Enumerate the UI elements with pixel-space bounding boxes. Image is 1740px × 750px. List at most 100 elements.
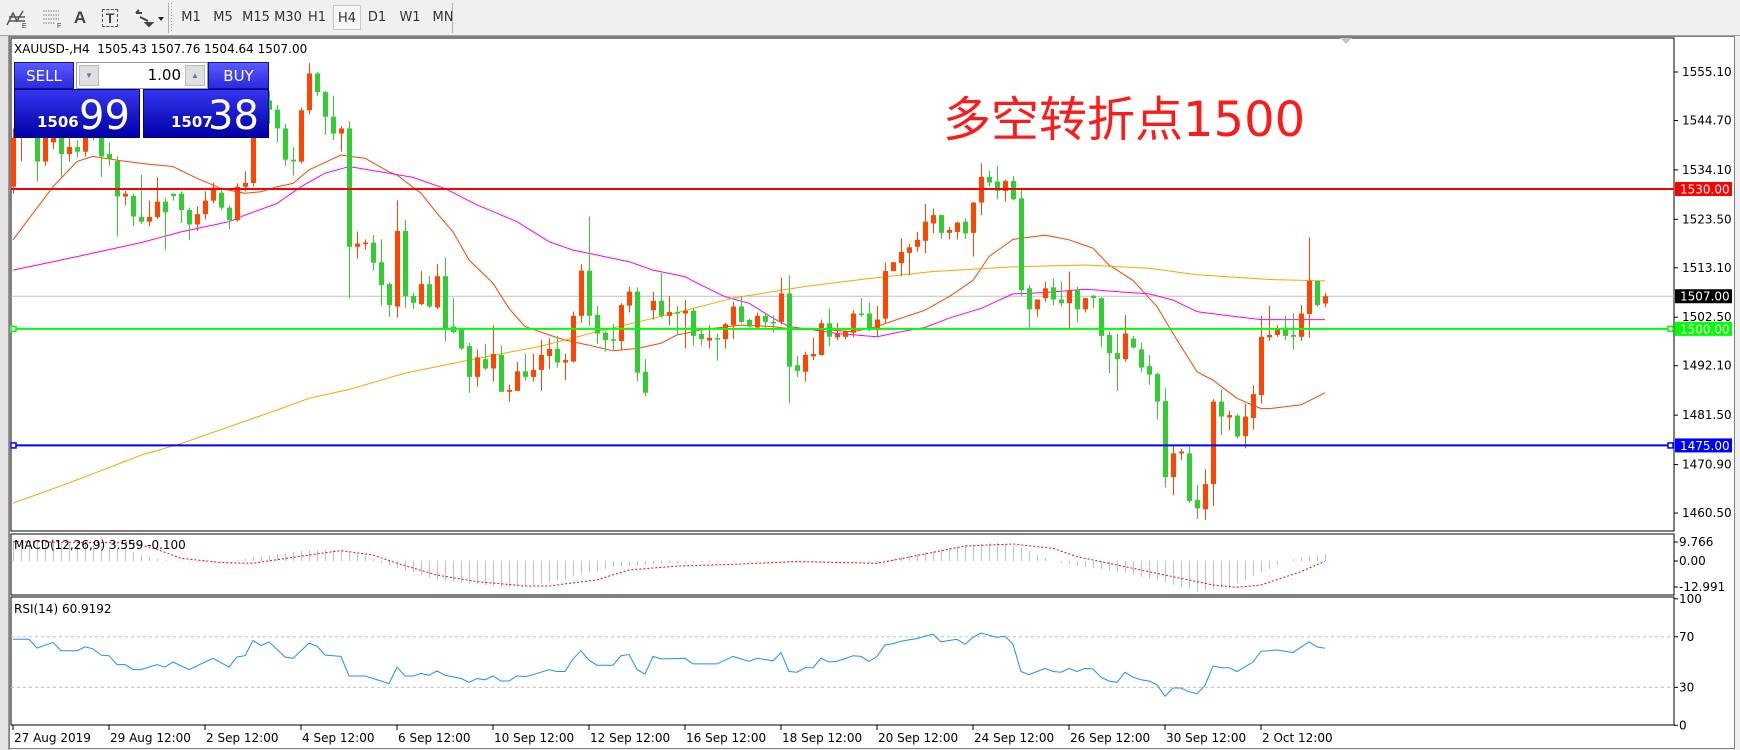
- candle-body: [891, 262, 896, 272]
- time-axis-label: 26 Sep 12:00: [1070, 731, 1150, 745]
- candle-body: [299, 110, 304, 162]
- candle-body: [523, 371, 528, 377]
- timeframe-h4[interactable]: H4: [333, 5, 361, 30]
- macd-pane: [10, 533, 1675, 596]
- candle-body: [219, 192, 224, 208]
- candle-body: [843, 331, 848, 337]
- chart-shift-marker[interactable]: [1340, 38, 1352, 44]
- candle-body: [331, 116, 336, 134]
- timeframe-m5[interactable]: M5: [213, 10, 233, 25]
- candle-body: [387, 284, 392, 306]
- candle-body: [539, 354, 544, 370]
- candle-body: [1227, 415, 1232, 418]
- buy-price-box[interactable]: 1507 38: [143, 89, 269, 139]
- candle-body: [1043, 288, 1048, 299]
- candle-body: [267, 100, 272, 110]
- candle-body: [803, 354, 808, 372]
- candle-body: [1203, 484, 1208, 510]
- candle-body: [619, 305, 624, 341]
- rsi-label: RSI(14) 60.9192: [14, 602, 112, 616]
- candle-body: [1307, 280, 1312, 314]
- timeframe-h1[interactable]: H1: [307, 10, 327, 25]
- candle-body: [1115, 353, 1120, 360]
- svg-text:F: F: [57, 23, 61, 29]
- candle-body: [587, 270, 592, 316]
- candle-body: [851, 313, 856, 333]
- sell-button[interactable]: SELL: [14, 62, 74, 89]
- candle-body: [563, 360, 568, 363]
- candle-body: [675, 312, 680, 314]
- fibonacci-fan-icon[interactable]: F: [39, 5, 65, 31]
- candle-body: [643, 371, 648, 393]
- candle-body: [1291, 334, 1296, 337]
- candle-body: [1267, 334, 1272, 338]
- candle-body: [1099, 298, 1104, 336]
- candle-body: [11, 137, 16, 187]
- timeframe-m30[interactable]: M30: [274, 10, 302, 25]
- candle-body: [1139, 349, 1144, 368]
- lot-size-input[interactable]: 1.00: [147, 66, 181, 84]
- rsi-line: [13, 632, 1326, 697]
- candle-body: [515, 371, 520, 391]
- candle-body: [715, 338, 720, 340]
- candle-body: [811, 354, 816, 357]
- buy-button[interactable]: BUY: [208, 62, 269, 89]
- candle-body: [1147, 366, 1152, 375]
- candle-body: [907, 247, 912, 253]
- candle-body: [67, 147, 72, 155]
- candle-body: [291, 159, 296, 162]
- candle-body: [1219, 401, 1224, 417]
- buy-price-prefix: 1507: [171, 113, 213, 131]
- candle-body: [1187, 453, 1192, 501]
- candle-body: [1195, 499, 1200, 509]
- time-axis-label: 18 Sep 12:00: [782, 731, 862, 745]
- level-handle[interactable]: [1667, 442, 1674, 449]
- time-axis-label: 4 Sep 12:00: [302, 731, 374, 745]
- price-axis-label: 1513.10: [1682, 261, 1732, 275]
- candle-body: [1051, 287, 1056, 300]
- moving-average-medium: [12, 166, 1325, 338]
- candle-body: [555, 348, 560, 363]
- level-price-label: 1530.00: [1680, 183, 1730, 197]
- candle-body: [235, 186, 240, 221]
- toolbar: E F A T M1 M5 M15 M30 H1 H4 D1 W1 MN: [0, 0, 1740, 36]
- timeframe-mn[interactable]: MN: [432, 10, 454, 25]
- price-axis-label: 1534.10: [1682, 163, 1732, 177]
- level-handle[interactable]: [10, 442, 17, 449]
- candle-body: [883, 271, 888, 319]
- arrows-icon[interactable]: [132, 5, 166, 31]
- timeframe-m15[interactable]: M15: [242, 10, 270, 25]
- main-pane: [10, 37, 1675, 532]
- moving-average-fast: [12, 154, 1326, 410]
- candle-body: [899, 251, 904, 264]
- candle-body: [379, 262, 384, 286]
- candle-body: [939, 215, 944, 233]
- candle-body: [859, 313, 864, 315]
- candle-body: [731, 306, 736, 326]
- candle-body: [875, 319, 880, 330]
- lot-increase-button[interactable]: ▲: [185, 65, 205, 86]
- text-label-icon[interactable]: T: [97, 5, 123, 31]
- text-icon[interactable]: A: [67, 5, 93, 31]
- candle-body: [1315, 280, 1320, 306]
- sell-price-box[interactable]: 1506 99: [14, 89, 140, 139]
- candle-body: [1003, 181, 1008, 191]
- candle-body: [963, 221, 968, 234]
- lot-decrease-button[interactable]: ▼: [79, 65, 99, 86]
- timeframe-w1[interactable]: W1: [399, 10, 421, 25]
- rsi-axis-label: 70: [1679, 630, 1694, 644]
- timeframe-d1[interactable]: D1: [367, 10, 387, 25]
- time-axis-label: 2 Sep 12:00: [206, 731, 278, 745]
- candle-body: [1067, 290, 1072, 304]
- toolbar-grip[interactable]: [171, 3, 172, 33]
- level-handle[interactable]: [10, 325, 17, 333]
- timeframe-m1[interactable]: M1: [181, 10, 201, 25]
- macd-axis-label: 0.00: [1679, 554, 1706, 568]
- candle-body: [315, 73, 320, 93]
- candle-body: [787, 293, 792, 367]
- level-handle[interactable]: [1667, 325, 1674, 333]
- elliott-wave-icon[interactable]: E: [4, 5, 30, 31]
- candle-body: [243, 182, 248, 187]
- candle-body: [491, 354, 496, 369]
